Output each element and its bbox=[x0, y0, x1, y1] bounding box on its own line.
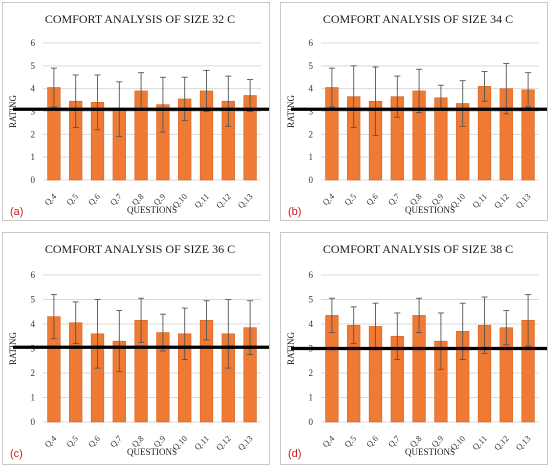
chart-title-a: COMFORT ANALYSIS OF SIZE 32 C bbox=[45, 12, 235, 26]
panel-label-d: (d) bbox=[288, 448, 301, 460]
x-tick-label-a-9: Q.13 bbox=[236, 191, 255, 210]
x-tick-label-d-9: Q.13 bbox=[514, 433, 533, 452]
x-tick-label-a-3: Q.7 bbox=[108, 191, 124, 207]
y-tick-label-a-5: 5 bbox=[31, 61, 36, 71]
panel-label-a: (a) bbox=[10, 206, 23, 218]
x-tick-label-c-9: Q.13 bbox=[236, 433, 255, 452]
chart-svg-a: COMFORT ANALYSIS OF SIZE 32 C 0 1 2 3 4 5 6 RATI… bbox=[8, 12, 269, 218]
x-tick-label-b-8: Q.12 bbox=[492, 191, 511, 210]
x-tick-label-c-2: Q.6 bbox=[86, 433, 102, 449]
x-tick-label-d-1: Q.5 bbox=[342, 433, 358, 449]
y-tick-label-b-3: 3 bbox=[309, 107, 314, 117]
x-axis-label-b: QUESTIONS bbox=[405, 205, 455, 215]
x-tick-label-d-0: Q.4 bbox=[320, 433, 336, 449]
y-tick-label-c-1: 1 bbox=[31, 393, 36, 403]
chart-svg-d: COMFORT ANALYSIS OF SIZE 38 C0123456RATI… bbox=[286, 242, 547, 460]
chart-panel-c: COMFORT ANALYSIS OF SIZE 36 C0123456RATI… bbox=[2, 232, 270, 465]
x-axis-label-a: QUESTIONS bbox=[127, 205, 177, 215]
y-tick-label-d-4: 4 bbox=[309, 319, 314, 329]
chart-title-c: COMFORT ANALYSIS OF SIZE 36 C bbox=[45, 242, 235, 256]
y-tick-label-d-2: 2 bbox=[309, 368, 314, 378]
y-tick-label-b-1: 1 bbox=[309, 152, 314, 162]
x-tick-label-a-8: Q.12 bbox=[214, 191, 233, 210]
y-tick-label-c-2: 2 bbox=[31, 368, 36, 378]
y-tick-label-a-6: 6 bbox=[31, 38, 36, 48]
x-tick-label-a-1: Q.5 bbox=[64, 191, 80, 207]
y-tick-label-b-6: 6 bbox=[309, 38, 314, 48]
chart-panel-d: COMFORT ANALYSIS OF SIZE 38 C0123456RATI… bbox=[280, 232, 548, 465]
y-tick-label-b-2: 2 bbox=[309, 129, 314, 139]
x-tick-label-b-7: Q.11 bbox=[470, 191, 489, 210]
x-axis-label-d: QUESTIONS bbox=[405, 447, 455, 457]
y-tick-label-a-2: 2 bbox=[31, 129, 36, 139]
x-tick-label-d-3: Q.7 bbox=[386, 433, 402, 449]
x-tick-label-a-7: Q.11 bbox=[192, 191, 211, 210]
x-tick-label-c-0: Q.4 bbox=[42, 433, 58, 449]
y-tick-label-d-0: 0 bbox=[309, 417, 314, 427]
x-tick-label-d-7: Q.11 bbox=[470, 433, 489, 452]
chart-panel-b: COMFORT ANALYSIS OF SIZE 34 C 0 1 2 3 4 5 6 RATI… bbox=[280, 2, 548, 221]
panel-label-c: (c) bbox=[10, 448, 23, 460]
x-tick-label-d-2: Q.6 bbox=[364, 433, 380, 449]
y-axis-label-b: RATING bbox=[286, 95, 296, 128]
chart-title-b: COMFORT ANALYSIS OF SIZE 34 C bbox=[323, 12, 513, 26]
x-tick-label-b-3: Q.7 bbox=[386, 191, 402, 207]
chart-svg-b: COMFORT ANALYSIS OF SIZE 34 C 0 1 2 3 4 5 6 RATI… bbox=[286, 12, 547, 218]
y-tick-label-d-5: 5 bbox=[309, 295, 314, 305]
y-tick-label-a-0: 0 bbox=[31, 175, 36, 185]
y-tick-label-d-1: 1 bbox=[309, 393, 314, 403]
x-tick-label-c-7: Q.11 bbox=[192, 433, 211, 452]
x-axis-label-c: QUESTIONS bbox=[127, 447, 177, 457]
y-axis-label-a: RATING bbox=[8, 95, 18, 128]
y-tick-label-b-5: 5 bbox=[309, 61, 314, 71]
chart-title-d: COMFORT ANALYSIS OF SIZE 38 C bbox=[323, 242, 513, 256]
x-tick-label-c-1: Q.5 bbox=[64, 433, 80, 449]
y-tick-label-c-6: 6 bbox=[31, 270, 36, 280]
x-tick-label-a-0: Q.4 bbox=[42, 191, 58, 207]
x-tick-label-b-1: Q.5 bbox=[342, 191, 358, 207]
x-tick-label-d-8: Q.12 bbox=[492, 433, 511, 452]
y-tick-label-a-4: 4 bbox=[31, 84, 36, 94]
y-tick-label-d-6: 6 bbox=[309, 270, 314, 280]
chart-panel-a: COMFORT ANALYSIS OF SIZE 32 C 0 1 2 3 4 5 6 RATI… bbox=[2, 2, 270, 221]
panel-label-b: (b) bbox=[288, 206, 301, 218]
chart-svg-c: COMFORT ANALYSIS OF SIZE 36 C0123456RATI… bbox=[8, 242, 269, 460]
y-tick-label-c-4: 4 bbox=[31, 319, 36, 329]
x-tick-label-c-3: Q.7 bbox=[108, 433, 124, 449]
y-tick-label-c-5: 5 bbox=[31, 295, 36, 305]
x-tick-label-b-0: Q.4 bbox=[320, 191, 336, 207]
y-tick-label-b-0: 0 bbox=[309, 175, 314, 185]
y-tick-label-a-3: 3 bbox=[31, 107, 36, 117]
x-tick-label-c-8: Q.12 bbox=[214, 433, 233, 452]
y-tick-label-c-0: 0 bbox=[31, 417, 36, 427]
x-tick-label-b-2: Q.6 bbox=[364, 191, 380, 207]
x-tick-label-a-2: Q.6 bbox=[86, 191, 102, 207]
x-tick-label-b-9: Q.13 bbox=[514, 191, 533, 210]
y-tick-label-a-1: 1 bbox=[31, 152, 36, 162]
y-tick-label-b-4: 4 bbox=[309, 84, 314, 94]
